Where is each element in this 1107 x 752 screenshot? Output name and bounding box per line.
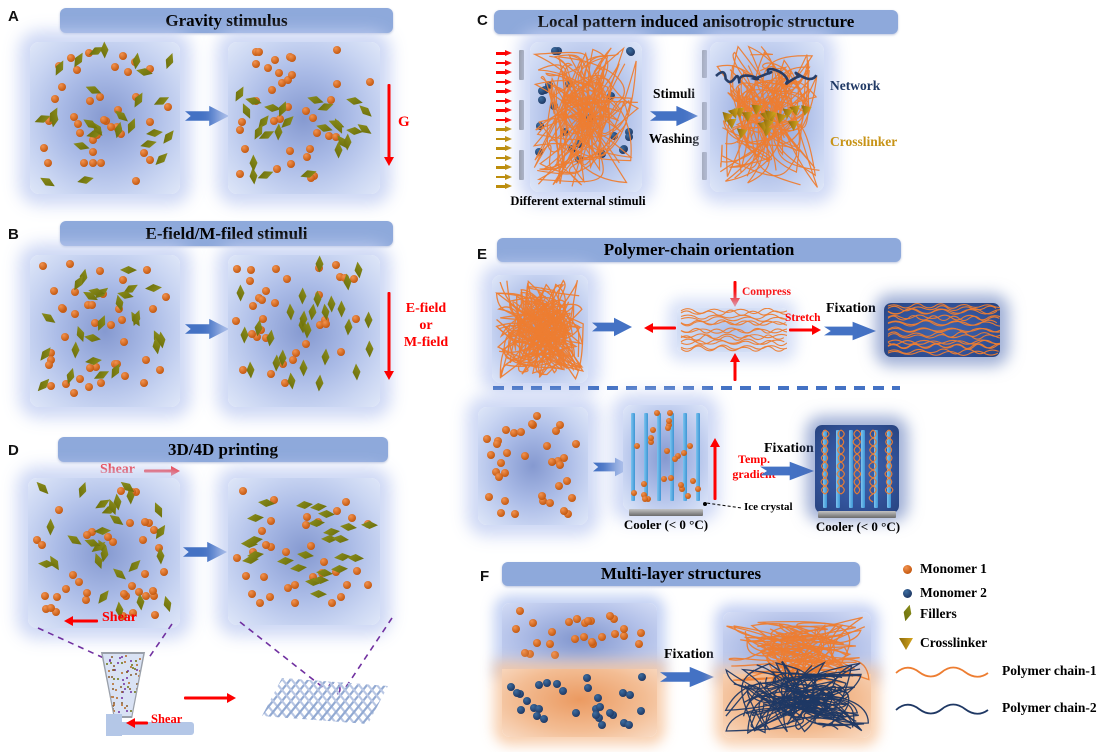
fixation-f-label: Fixation xyxy=(664,647,714,662)
arrow-right-icon xyxy=(592,317,632,337)
arrow-right-icon xyxy=(183,541,227,563)
legend-crosslinker-label: Crosslinker xyxy=(920,635,988,650)
panel-d-label: D xyxy=(8,442,19,459)
panel-e-fixed-oriented-box xyxy=(884,303,1000,357)
arrow-right-icon xyxy=(824,321,876,341)
cooler-plate xyxy=(629,509,703,516)
compress-up-arrow-icon xyxy=(729,353,741,381)
ice-crystal-pointer-dot xyxy=(703,502,707,506)
legend-chain2-label: Polymer chain-2 xyxy=(1002,700,1097,715)
panel-e-divider xyxy=(493,386,900,390)
mask-bar xyxy=(519,100,524,130)
gravity-arrow-icon xyxy=(383,84,395,166)
cooler-plate xyxy=(818,511,896,518)
panel-a-random-mixture-box xyxy=(30,42,180,194)
panel-e-ice-templating-box xyxy=(623,405,708,511)
shear-nozzle-label: Shear xyxy=(151,712,183,726)
external-stimuli-arrows xyxy=(496,50,514,190)
arrow-right-icon xyxy=(185,318,229,340)
monomer2-dot-icon xyxy=(903,589,912,598)
stimuli-label: Stimuli xyxy=(652,86,695,101)
panel-e-monomer-solution-box xyxy=(478,407,588,525)
field-arrow-icon xyxy=(383,292,395,380)
panel-b-aligned-mixture-box xyxy=(228,255,380,407)
temp-gradient-arrow-icon xyxy=(709,438,721,500)
crosslinker-label: Crosslinker xyxy=(830,134,898,149)
network-label: Network xyxy=(830,78,881,93)
mask-bar xyxy=(702,152,707,180)
panel-e-coiled-polymer-box xyxy=(492,275,588,383)
field-label-line1: E-field xyxy=(405,301,447,316)
panel-e-label: E xyxy=(477,246,488,263)
fixation-top-label: Fixation xyxy=(826,301,876,316)
crosslinker-triangle-icon xyxy=(899,638,913,650)
mask-bar xyxy=(702,102,707,130)
panel-f-bilayer-network-box xyxy=(723,612,871,738)
shear-top-label: Shear xyxy=(100,462,135,477)
field-label: E-field or M-field xyxy=(395,300,457,351)
panel-a-settled-mixture-box xyxy=(228,42,380,194)
arrow-right-icon xyxy=(660,666,714,688)
shear-bottom-label: Shear xyxy=(102,610,137,625)
panel-d-title: 3D/4D printing xyxy=(58,437,388,462)
panel-b-title: E-field/M-filed stimuli xyxy=(60,221,393,246)
compress-label: Compress xyxy=(742,286,791,298)
mask-bar xyxy=(519,50,524,80)
panel-a-title: Gravity stimulus xyxy=(60,8,393,33)
stretch-right-arrow-icon xyxy=(789,324,821,336)
panel-c-monomer-network-box xyxy=(530,42,642,192)
panel-f-title: Multi-layer structures xyxy=(502,562,860,586)
polymer-chain1-line-icon xyxy=(895,666,989,678)
panel-a-label: A xyxy=(8,8,19,25)
monomer1-dot-icon xyxy=(903,565,912,574)
panel-f-bilayer-monomers-box xyxy=(502,603,657,737)
temp-label-line1: Temp. xyxy=(738,452,770,466)
panel-e-fixed-ice-templated-box xyxy=(815,425,899,513)
panel-f-label: F xyxy=(480,568,490,585)
temp-gradient-label: Temp. gradient xyxy=(724,452,784,482)
monomer1-layer xyxy=(502,603,657,669)
panel-c-title: Local pattern induced anisotropic struct… xyxy=(494,10,898,34)
chain-tangles-overlay xyxy=(723,612,871,738)
field-label-line2: or xyxy=(419,318,433,333)
gravity-label: G xyxy=(398,114,410,130)
panel-e-compressed-box xyxy=(677,308,787,352)
panel-d-random-mixture-box xyxy=(28,478,180,628)
shear-bottom-arrow-icon xyxy=(64,615,98,627)
shear-top-arrow-icon xyxy=(144,465,180,477)
legend-chain1-label: Polymer chain-1 xyxy=(1002,663,1097,678)
panel-b-random-mixture-box xyxy=(30,255,180,407)
panel-e-title: Polymer-chain orientation xyxy=(497,238,901,262)
field-label-line3: M-field xyxy=(403,335,449,350)
cooler-mid-label: Cooler (< 0 °C) xyxy=(623,517,709,532)
legend-fillers-label: Fillers xyxy=(920,606,957,621)
polymer-chain2-line-icon xyxy=(895,703,989,715)
print-arrow-icon xyxy=(184,692,236,704)
washing-label: Washing xyxy=(648,131,700,146)
temp-label-line2: gradient xyxy=(732,467,776,481)
shear-nozzle-arrow-icon xyxy=(126,717,148,729)
mask-bar xyxy=(519,150,524,180)
ice-crystal-label: Ice crystal xyxy=(744,501,793,513)
stretch-label: Stretch xyxy=(785,312,821,324)
compress-arrow-icon xyxy=(729,281,741,307)
panel-c-patterned-box xyxy=(710,42,824,192)
legend-monomer1-label: Monomer 1 xyxy=(920,561,987,576)
legend-monomer2-label: Monomer 2 xyxy=(920,585,987,600)
panel-c-caption: Different external stimuli xyxy=(510,194,646,208)
mask-bar xyxy=(702,50,707,78)
panel-d-sheared-mixture-box xyxy=(228,478,380,625)
panel-c-label: C xyxy=(477,12,488,29)
panel-b-label: B xyxy=(8,226,19,243)
ice-crystal-pointer-line xyxy=(707,502,741,509)
printed-mesh xyxy=(260,670,402,732)
fixation-bottom-label: Fixation xyxy=(764,441,814,456)
stretch-left-arrow-icon xyxy=(644,322,676,334)
arrow-right-icon xyxy=(650,105,698,127)
arrow-right-icon xyxy=(185,105,229,127)
filler-diamond-icon xyxy=(901,604,913,622)
monomer2-layer xyxy=(502,669,657,737)
cooler-right-label: Cooler (< 0 °C) xyxy=(815,519,901,534)
